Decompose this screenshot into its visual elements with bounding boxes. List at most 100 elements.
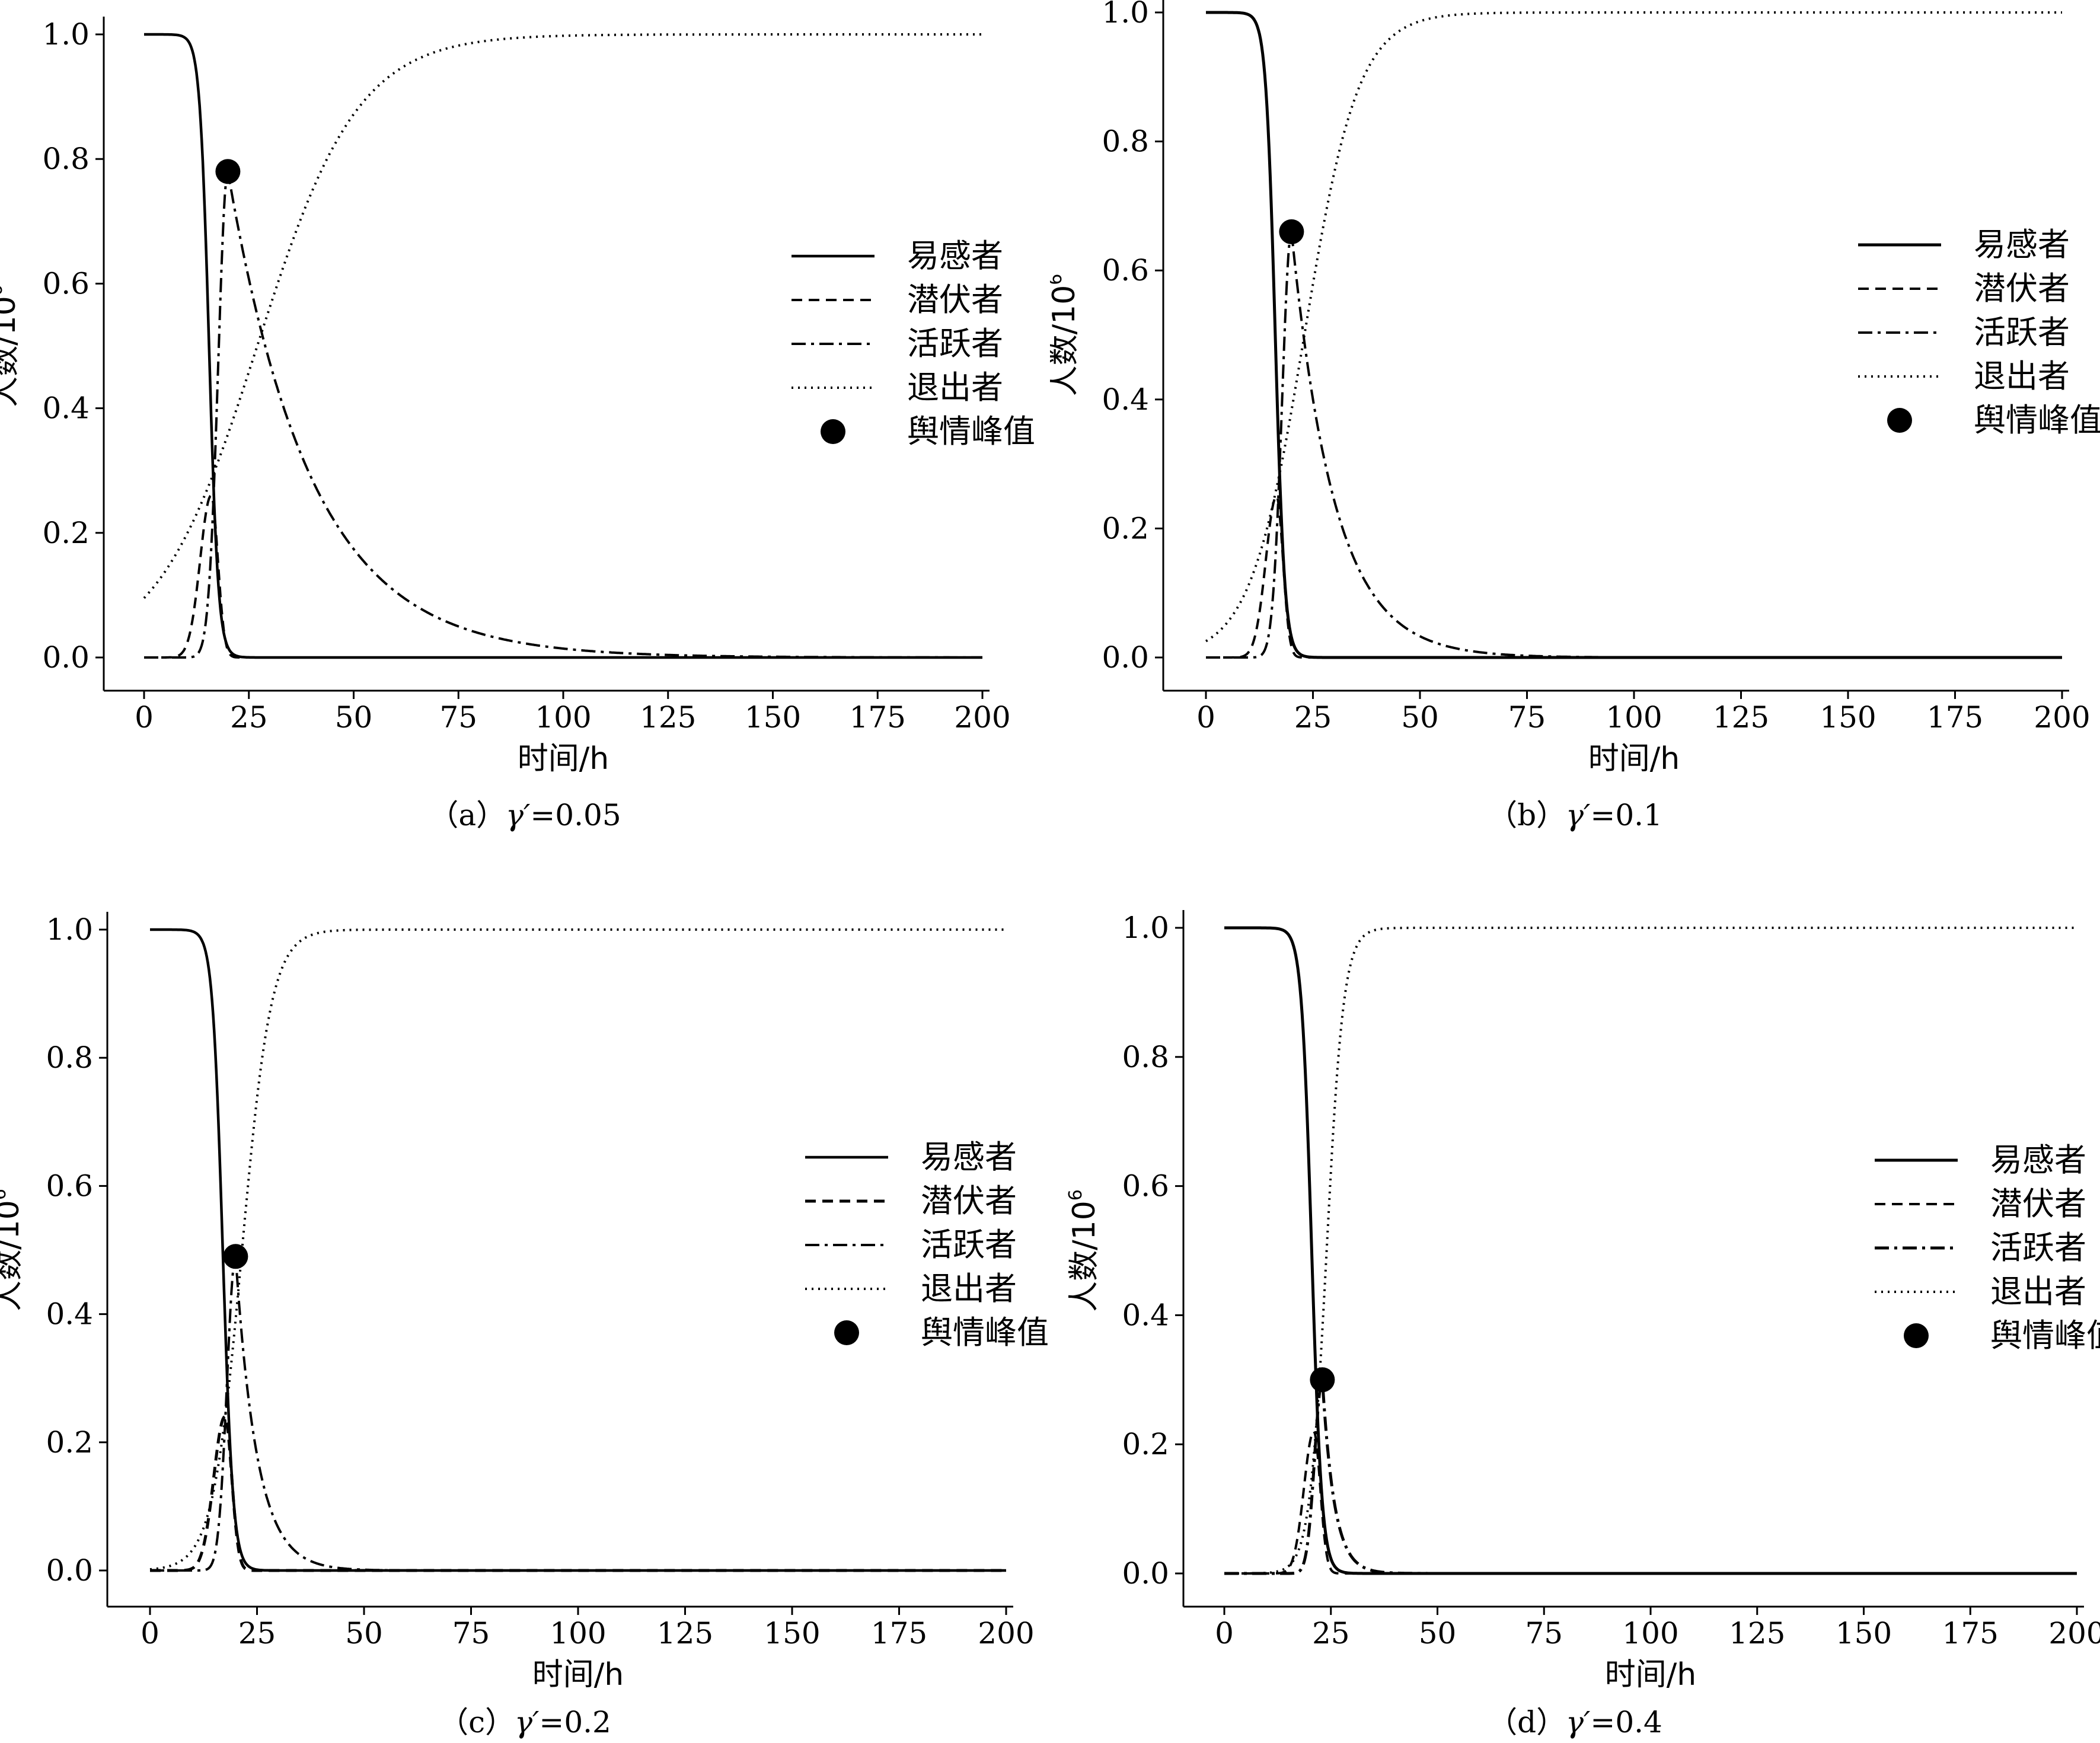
chart-c-y-tick-label: 0.8 bbox=[46, 1040, 93, 1075]
chart-d-peak-marker bbox=[1310, 1367, 1335, 1393]
chart-a-x-tick-label: 75 bbox=[439, 700, 477, 735]
chart-b-x-label: 时间/h bbox=[1588, 741, 1680, 777]
chart-c-series-active bbox=[149, 1255, 1007, 1572]
chart-b-x-tick-label: 75 bbox=[1508, 700, 1546, 735]
chart-a-x-tick-label: 175 bbox=[850, 700, 906, 735]
chart-d-caption-value: =0.4 bbox=[1590, 1705, 1662, 1739]
chart-c-legend-label: 退出者 bbox=[921, 1270, 1017, 1307]
chart-b-y-tick-label: 0.0 bbox=[1102, 640, 1149, 675]
chart-b-y-tick-label: 0.6 bbox=[1102, 253, 1149, 288]
chart-d-x-tick-label: 175 bbox=[1942, 1616, 1999, 1651]
chart-b-y-tick-label: 0.8 bbox=[1102, 124, 1149, 159]
chart-d-legend-label: 易感者 bbox=[1990, 1141, 2086, 1179]
chart-c-y-tick-label: 0.6 bbox=[46, 1169, 93, 1203]
chart-a-x-tick-label: 150 bbox=[745, 700, 801, 735]
chart-d-y-tick-label: 0.4 bbox=[1122, 1298, 1169, 1332]
chart-c-y-tick-label: 0.0 bbox=[46, 1553, 93, 1588]
chart-b-y-tick-label: 0.4 bbox=[1102, 382, 1149, 417]
chart-c-y-label-exponent: 6 bbox=[0, 1189, 10, 1200]
chart-b-caption: （b）γ′=0.1 bbox=[1050, 791, 2100, 834]
chart-a-x-tick-label: 50 bbox=[335, 700, 373, 735]
chart-d-x-tick-label: 0 bbox=[1215, 1616, 1234, 1651]
chart-d-legend-label: 活跃者 bbox=[1990, 1229, 2086, 1266]
chart-a-y-label-exponent: 6 bbox=[0, 285, 7, 296]
chart-d-x-tick-label: 150 bbox=[1836, 1616, 1892, 1651]
chart-b-legend-label: 活跃者 bbox=[1974, 314, 2070, 351]
chart-a-y-tick-label: 0.6 bbox=[42, 266, 90, 301]
chart-a-x-tick-label: 100 bbox=[535, 700, 591, 735]
chart-c-svg: 0.0 0.2 0.4 0.6 0.8 1.0 0 25 50 75 100 125 150 175 200… bbox=[0, 912, 1049, 1693]
chart-c-x-tick-label: 0 bbox=[141, 1616, 159, 1651]
chart-d-caption: （d）γ′=0.4 bbox=[1050, 1699, 2100, 1741]
chart-d-x-label: 时间/h bbox=[1605, 1657, 1696, 1693]
chart-c-x-label: 时间/h bbox=[532, 1657, 624, 1693]
chart-b-x-tick-label: 125 bbox=[1713, 700, 1769, 735]
chart-d-legend-swatch-peak bbox=[1904, 1323, 1929, 1348]
chart-b-y-label: 人数/106 bbox=[1050, 274, 1082, 397]
chart-d-x-tick-label: 50 bbox=[1419, 1616, 1457, 1651]
chart-a-svg: 0.0 0.2 0.4 0.6 0.8 1.0 0 25 50 75 100 125 150 175 200… bbox=[0, 17, 1035, 777]
chart-b-legend-swatch-peak bbox=[1887, 408, 1912, 433]
chart-c-series-withdrawn bbox=[149, 928, 1007, 1571]
chart-c-peak-marker bbox=[223, 1244, 248, 1269]
chart-a-x-tick-label: 25 bbox=[230, 700, 268, 735]
chart-a-y-label: 人数/106 bbox=[0, 285, 23, 407]
chart-a-series-exposed bbox=[143, 494, 983, 659]
chart-a-legend-label: 活跃者 bbox=[907, 325, 1003, 362]
chart-d-legend-label: 潜伏者 bbox=[1990, 1185, 2086, 1222]
chart-c-legend-swatch-peak bbox=[834, 1320, 859, 1345]
chart-c-x-tick-label: 50 bbox=[345, 1616, 383, 1651]
chart-b-x-tick-label: 150 bbox=[1820, 700, 1876, 735]
chart-a-y-tick-label: 0.2 bbox=[42, 516, 90, 550]
chart-panel-d: 0.0 0.2 0.4 0.6 0.8 1.0 0 25 50 75 100 125 150 175 200… bbox=[1050, 872, 2100, 1743]
chart-d-caption-prefix: （d） bbox=[1488, 1705, 1566, 1739]
chart-c-y-tick-label: 0.4 bbox=[46, 1297, 93, 1332]
chart-b-series-withdrawn bbox=[1205, 11, 2063, 643]
chart-b-x-tick-label: 175 bbox=[1927, 700, 1983, 735]
chart-d-x-tick-label: 75 bbox=[1525, 1616, 1563, 1651]
chart-b-legend-label: 潜伏者 bbox=[1974, 270, 2070, 307]
chart-c-y-label: 人数/106 bbox=[0, 1189, 26, 1311]
chart-b-peak-marker bbox=[1279, 219, 1304, 244]
chart-a-peak-marker bbox=[215, 159, 241, 184]
chart-c-legend-label: 易感者 bbox=[921, 1138, 1017, 1176]
chart-b-series-active bbox=[1205, 230, 2063, 659]
chart-b-legend-label: 舆情峰值 bbox=[1974, 401, 2100, 439]
chart-d-y-tick-label: 1.0 bbox=[1122, 911, 1169, 945]
chart-panel-c: 0.0 0.2 0.4 0.6 0.8 1.0 0 25 50 75 100 125 150 175 200… bbox=[0, 872, 1050, 1743]
chart-a-legend-label: 潜伏者 bbox=[907, 281, 1003, 318]
chart-b-series-susceptible bbox=[1205, 11, 2063, 659]
chart-a-x-tick-label: 200 bbox=[954, 700, 1010, 735]
chart-c-x-tick-label: 125 bbox=[657, 1616, 713, 1651]
chart-a-y-tick-label: 0.4 bbox=[42, 391, 90, 426]
chart-b-y-label-exponent: 6 bbox=[1050, 274, 1066, 285]
chart-a-y-tick-label: 0.0 bbox=[42, 640, 90, 675]
chart-c-y-tick-label: 0.2 bbox=[46, 1425, 93, 1460]
chart-a-caption: （a）γ′=0.05 bbox=[0, 791, 1050, 834]
chart-a-y-tick-label: 0.8 bbox=[42, 142, 90, 176]
chart-d-y-tick-label: 0.0 bbox=[1122, 1556, 1169, 1591]
chart-b-legend-label: 退出者 bbox=[1974, 357, 2070, 395]
chart-c-legend-label: 活跃者 bbox=[921, 1226, 1017, 1263]
chart-c-x-tick-label: 25 bbox=[238, 1616, 276, 1651]
chart-c-caption-symbol: γ′ bbox=[515, 1705, 540, 1739]
chart-c-legend-label: 潜伏者 bbox=[921, 1182, 1017, 1220]
chart-d-legend-label: 退出者 bbox=[1990, 1273, 2086, 1310]
chart-d-legend-label: 舆情峰值 bbox=[1990, 1317, 2100, 1354]
chart-a-series-active bbox=[143, 170, 983, 659]
chart-b-caption-value: =0.1 bbox=[1590, 798, 1662, 832]
chart-d-series-active bbox=[1224, 1378, 2077, 1575]
chart-c-series-susceptible bbox=[149, 928, 1007, 1572]
chart-d-caption-symbol: γ′ bbox=[1566, 1705, 1591, 1739]
chart-a-legend-label: 舆情峰值 bbox=[907, 413, 1035, 450]
chart-b-x-tick-label: 0 bbox=[1196, 700, 1215, 735]
chart-b-x-tick-label: 100 bbox=[1606, 700, 1662, 735]
chart-b-x-tick-label: 25 bbox=[1294, 700, 1332, 735]
chart-c-x-tick-label: 75 bbox=[452, 1616, 490, 1651]
chart-d-y-tick-label: 0.2 bbox=[1122, 1427, 1169, 1461]
chart-d-x-tick-label: 200 bbox=[2048, 1616, 2100, 1651]
chart-a-caption-symbol: γ′ bbox=[506, 798, 531, 832]
